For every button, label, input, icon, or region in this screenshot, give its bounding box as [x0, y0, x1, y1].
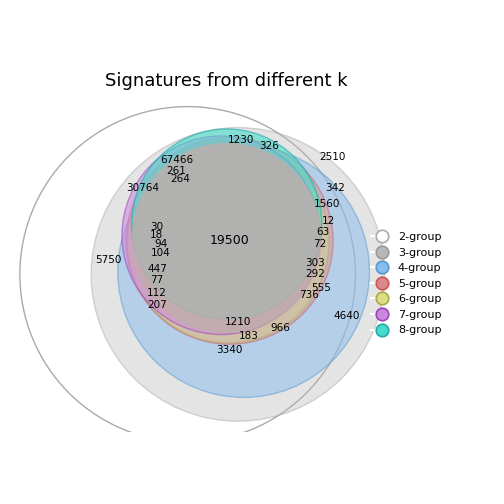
Text: 67466: 67466	[160, 155, 193, 165]
Text: 112: 112	[147, 288, 167, 297]
Text: 104: 104	[151, 248, 171, 259]
Text: 94: 94	[154, 238, 168, 248]
Text: 1210: 1210	[225, 317, 251, 327]
Circle shape	[128, 142, 329, 343]
Text: 555: 555	[310, 283, 331, 293]
Text: 736: 736	[299, 290, 320, 300]
Circle shape	[126, 138, 333, 344]
Text: 30: 30	[150, 222, 163, 232]
Text: 2510: 2510	[319, 152, 345, 162]
Circle shape	[132, 143, 322, 333]
Circle shape	[91, 128, 385, 421]
Text: 326: 326	[259, 141, 279, 151]
Text: 261: 261	[166, 166, 186, 176]
Text: 18: 18	[150, 230, 163, 240]
Text: 1560: 1560	[313, 200, 340, 210]
Text: 72: 72	[313, 238, 327, 248]
Text: 342: 342	[325, 182, 345, 193]
Text: 77: 77	[150, 275, 163, 285]
Text: 292: 292	[305, 269, 325, 279]
Text: 447: 447	[147, 264, 167, 274]
Text: 5750: 5750	[95, 256, 122, 266]
Title: Signatures from different k: Signatures from different k	[105, 72, 348, 90]
Text: 303: 303	[305, 258, 325, 268]
Text: 63: 63	[317, 227, 330, 237]
Circle shape	[118, 146, 369, 398]
Text: 1230: 1230	[228, 135, 254, 145]
Text: 264: 264	[171, 174, 191, 184]
Text: 207: 207	[147, 300, 167, 310]
Legend: 2-group, 3-group, 4-group, 5-group, 6-group, 7-group, 8-group: 2-group, 3-group, 4-group, 5-group, 6-gr…	[369, 230, 444, 338]
Text: 3340: 3340	[216, 345, 243, 355]
Text: 966: 966	[270, 323, 290, 333]
Circle shape	[122, 136, 321, 335]
Text: 183: 183	[239, 331, 259, 341]
Text: 4640: 4640	[333, 311, 359, 322]
Text: 30764: 30764	[127, 182, 159, 193]
Circle shape	[132, 129, 322, 319]
Text: 12: 12	[322, 216, 335, 226]
Text: 19500: 19500	[210, 234, 249, 247]
